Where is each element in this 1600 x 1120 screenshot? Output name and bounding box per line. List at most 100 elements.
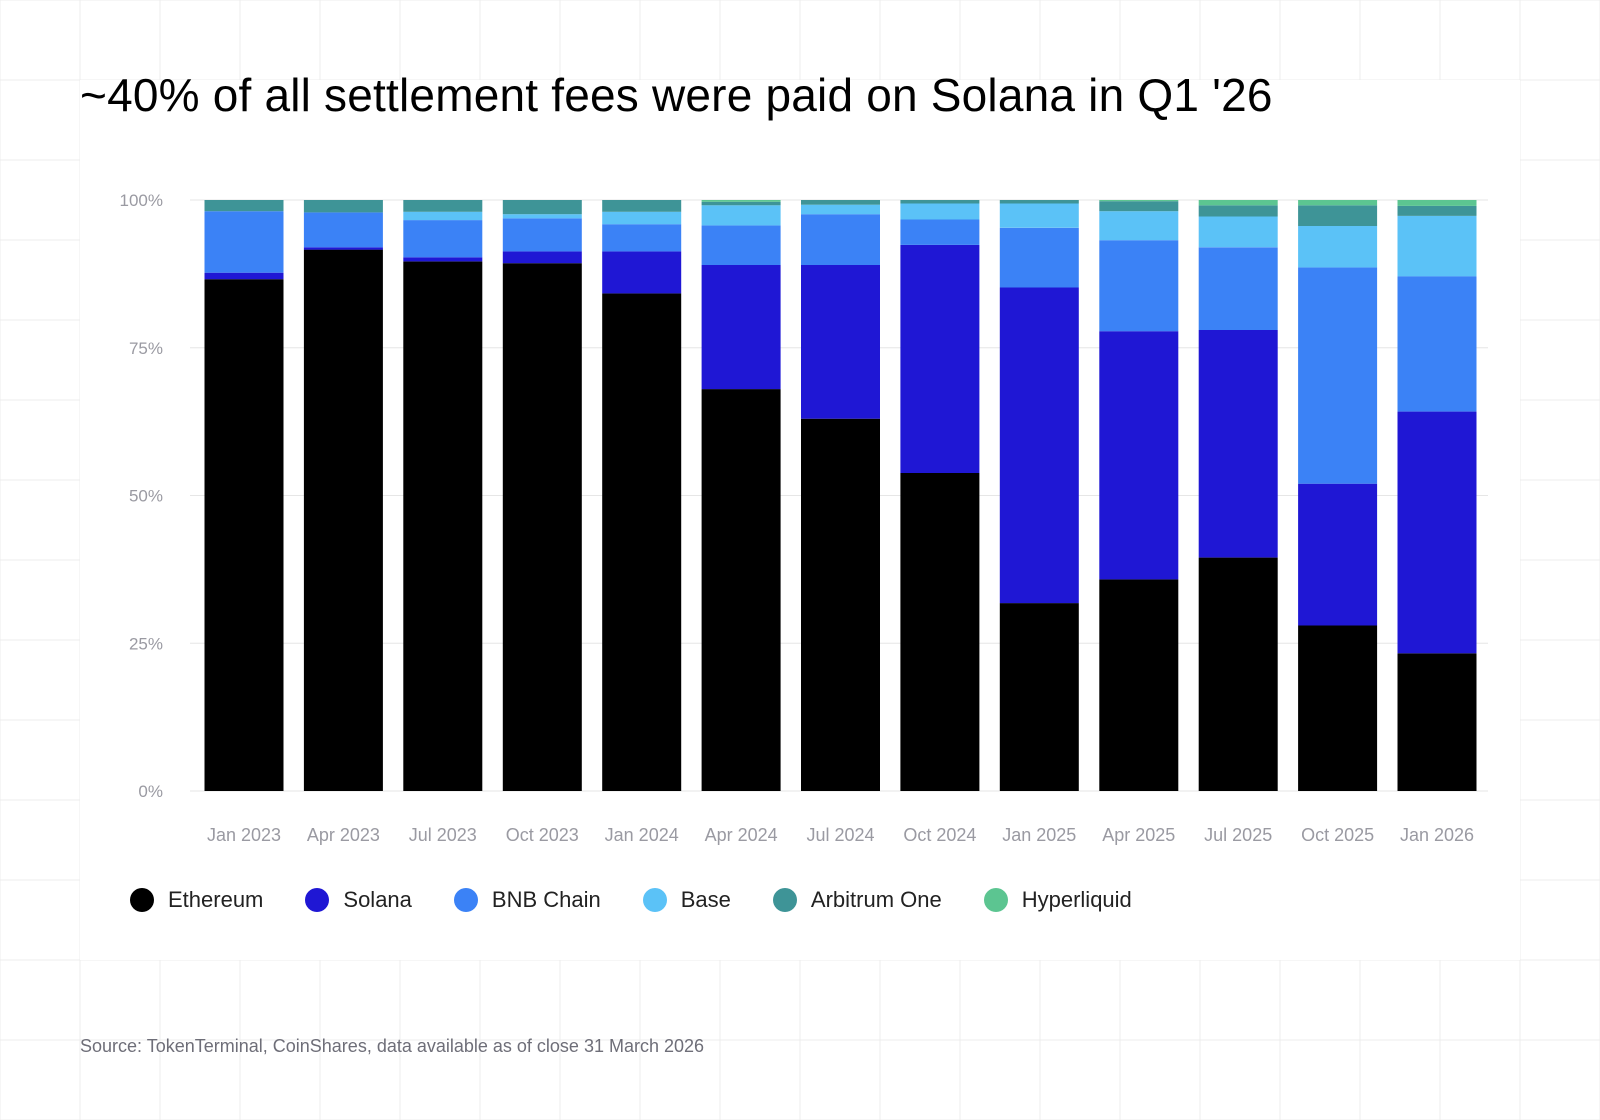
bar-segment-ethereum [801, 418, 880, 791]
legend-item-hyperliquid: Hyperliquid [983, 887, 1132, 913]
x-tick-label: Oct 2024 [903, 825, 976, 845]
bar-segment-bnb-chain [1198, 247, 1278, 330]
y-tick-label: 50% [129, 487, 163, 506]
bar-segment-solana [1397, 411, 1477, 654]
bar-segment-solana [701, 265, 781, 390]
bar-segment-arbitrum-one [1099, 201, 1179, 212]
legend-label: Ethereum [168, 887, 264, 912]
y-tick-label: 0% [138, 782, 163, 801]
bar-segment-ethereum [602, 293, 682, 791]
x-tick-label: Apr 2023 [307, 825, 380, 845]
bar-segment-base [900, 203, 980, 220]
bar-segment-bnb-chain [701, 225, 781, 265]
legend-label: Arbitrum One [810, 887, 942, 912]
bar-segment-bnb-chain [900, 219, 980, 245]
legend-item-ethereum: Ethereum [130, 887, 263, 913]
bar-segment-bnb-chain [1298, 267, 1378, 484]
legend-label: Solana [343, 887, 412, 912]
bar-segment-bnb-chain [801, 214, 880, 265]
bar-segment-solana [204, 272, 284, 280]
x-tick-label: Apr 2024 [705, 825, 778, 845]
legend-swatch [772, 888, 797, 912]
y-tick-label: 25% [129, 634, 163, 653]
bar-segment-bnb-chain [602, 224, 682, 252]
legend-item-solana: Solana [305, 887, 412, 913]
bar-segment-hyperliquid [1298, 200, 1378, 206]
bar-segment-solana [801, 265, 880, 419]
bar-segment-bnb-chain [303, 212, 383, 248]
bar-segment-solana [1298, 483, 1378, 626]
x-tick-label: Jul 2025 [1204, 825, 1272, 845]
bar-segment-solana [403, 257, 483, 262]
bar-segment-arbitrum-one [204, 200, 284, 212]
bar-segment-hyperliquid [1397, 200, 1477, 206]
bar-segment-solana [900, 244, 980, 473]
bar-segment-ethereum [204, 279, 284, 791]
bar-segment-arbitrum-one [701, 201, 781, 206]
legend-item-base: Base [642, 887, 731, 913]
bar-segment-ethereum [1198, 557, 1278, 791]
legend-swatch [642, 888, 667, 912]
source-note: Source: TokenTerminal, CoinShares, data … [80, 1036, 705, 1056]
bar-segment-ethereum [403, 261, 483, 791]
bar-segment-base [999, 203, 1079, 228]
bar-segment-bnb-chain [403, 220, 483, 258]
x-tick-label: Oct 2023 [506, 825, 579, 845]
x-tick-label: Oct 2025 [1301, 825, 1374, 845]
bar-segment-arbitrum-one [900, 200, 980, 204]
chart-legend: Ethereum Solana BNB Chain Base Arbitrum One H… [130, 880, 1174, 920]
x-tick-label: Jul 2024 [806, 825, 874, 845]
bar-segment-arbitrum-one [303, 200, 383, 213]
bar-segment-solana [602, 251, 682, 294]
bar-segment-arbitrum-one [1298, 205, 1378, 226]
legend-swatch [983, 888, 1008, 912]
bar-segment-ethereum [1298, 625, 1378, 791]
legend-swatch [305, 888, 330, 912]
bar-segment-base [1397, 216, 1477, 277]
legend-label: Base [680, 887, 731, 912]
x-tick-label: Jan 2023 [207, 825, 281, 845]
bar-segment-arbitrum-one [403, 200, 483, 212]
bar-segment-solana [502, 251, 582, 264]
bar-segment-ethereum [701, 389, 781, 791]
bar-segment-arbitrum-one [502, 200, 582, 215]
legend-swatch [130, 888, 154, 912]
bar-segment-solana [999, 287, 1079, 604]
bar-segment-solana [303, 247, 383, 250]
bar-segment-hyperliquid [701, 200, 781, 202]
chart-title: ~40% of all settlement fees were paid on… [80, 69, 1273, 121]
bar-segment-base [1298, 226, 1378, 268]
x-tick-label: Jan 2025 [1002, 825, 1076, 845]
bar-segment-hyperliquid [1198, 200, 1278, 206]
bar-segment-bnb-chain [1099, 240, 1179, 332]
bar-segment-bnb-chain [1397, 276, 1477, 412]
bar-segment-hyperliquid [1099, 200, 1179, 202]
bar-segment-base [801, 204, 880, 215]
x-tick-label: Jan 2024 [605, 825, 679, 845]
bar-segment-base [602, 211, 682, 225]
bar-segment-base [502, 214, 582, 219]
bar-segment-arbitrum-one [999, 200, 1079, 204]
bar-segment-solana [1198, 330, 1278, 558]
bar-segment-ethereum [502, 263, 582, 791]
bar-segment-ethereum [1397, 653, 1477, 791]
bar-segment-base [1099, 211, 1179, 241]
y-tick-label: 100% [120, 191, 163, 210]
bar-segment-ethereum [303, 249, 383, 792]
bar-segment-arbitrum-one [1198, 205, 1278, 217]
bar-segment-solana [1099, 331, 1179, 580]
bar-segment-bnb-chain [502, 218, 582, 252]
x-tick-label: Jan 2026 [1400, 825, 1474, 845]
bar-segment-bnb-chain [204, 211, 284, 273]
bar-segment-ethereum [999, 603, 1079, 791]
bar-segment-base [701, 205, 781, 226]
legend-item-arbitrum-one: Arbitrum One [772, 887, 942, 913]
legend-label: Hyperliquid [1021, 887, 1132, 912]
bar-segment-arbitrum-one [801, 200, 880, 205]
bar-segment-ethereum [1099, 579, 1179, 791]
bar-segment-arbitrum-one [602, 200, 682, 212]
legend-item-bnb-chain: BNB Chain [453, 887, 601, 913]
x-tick-label: Jul 2023 [409, 825, 477, 845]
bar-segment-base [1198, 216, 1278, 248]
